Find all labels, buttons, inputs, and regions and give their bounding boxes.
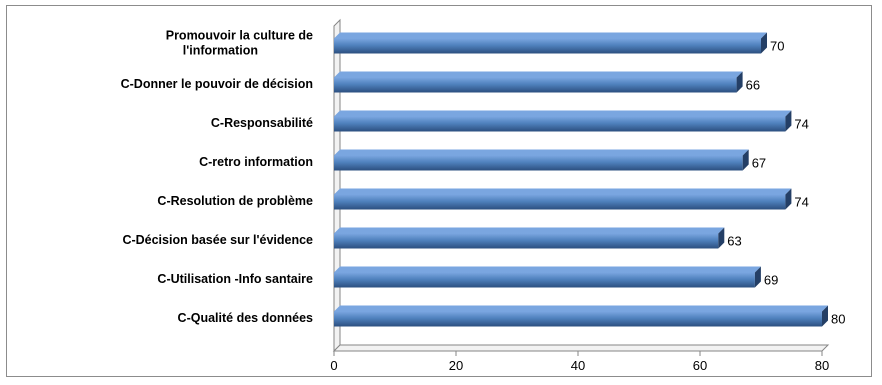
x-tick-label: 20 — [449, 358, 463, 373]
chart-floor — [332, 344, 830, 352]
category-label: C-Donner le pouvoir de décision — [121, 77, 313, 91]
bar — [334, 149, 749, 171]
data-labels: 70 66 74 67 74 63 69 80 — [727, 38, 845, 326]
bar-series — [334, 32, 828, 327]
bar-end-face — [822, 305, 828, 327]
bar — [334, 110, 792, 132]
chart-side-wall — [333, 18, 341, 353]
category-label: C-Utilisation -Info santaire — [157, 272, 313, 286]
bar-end-face — [718, 227, 725, 249]
bar — [334, 227, 725, 249]
bar — [334, 305, 828, 327]
data-label: 63 — [727, 233, 741, 248]
bar-front-face — [334, 38, 761, 54]
bar-top-face — [334, 305, 828, 312]
x-tick-label: 40 — [571, 358, 585, 373]
x-tick-label: 60 — [693, 358, 707, 373]
bar-end-face — [742, 149, 749, 171]
bar-front-face — [334, 272, 755, 288]
bar-end-face — [761, 32, 767, 54]
category-label: Promouvoir la culture de l'information — [166, 29, 313, 58]
category-label: C-Qualité des données — [178, 311, 313, 325]
chart-axes — [332, 18, 830, 353]
bar-end-face — [785, 110, 792, 132]
bar-end-face — [785, 188, 792, 210]
data-label: 70 — [770, 38, 784, 53]
data-label: 74 — [794, 116, 808, 131]
category-label: C-Resolution de problème — [157, 194, 313, 208]
bar-front-face — [334, 116, 786, 132]
bar — [334, 71, 743, 93]
x-tick-label: 80 — [815, 358, 829, 373]
bar-end-face — [736, 71, 743, 93]
category-label: C-retro information — [199, 155, 313, 169]
data-label: 69 — [764, 272, 778, 287]
bar-front-face — [334, 155, 743, 171]
category-labels: Promouvoir la culture de l'information C-D… — [121, 29, 313, 326]
bar-top-face — [334, 149, 749, 156]
bar-top-face — [334, 71, 743, 78]
bar-top-face — [334, 266, 761, 273]
category-label: C-Décision basée sur l'évidence — [122, 233, 313, 247]
bar — [334, 266, 761, 288]
category-label: C-Responsabilité — [211, 116, 313, 130]
bar-end-face — [754, 266, 761, 288]
data-label: 80 — [831, 311, 845, 326]
data-label: 74 — [794, 194, 808, 209]
data-label: 67 — [752, 155, 766, 170]
bar-front-face — [334, 194, 786, 210]
x-tick-label: 0 — [330, 358, 337, 373]
x-axis-ticks: 0 20 40 60 80 — [330, 351, 829, 373]
data-label: 66 — [746, 77, 760, 92]
bar-front-face — [334, 233, 719, 249]
bar — [334, 188, 792, 210]
bar-front-face — [334, 311, 822, 327]
bar-top-face — [334, 110, 792, 117]
bar-top-face — [334, 32, 767, 39]
bar-top-face — [334, 227, 725, 234]
bar-front-face — [334, 77, 737, 93]
bar-top-face — [334, 188, 792, 195]
bar — [334, 32, 767, 54]
